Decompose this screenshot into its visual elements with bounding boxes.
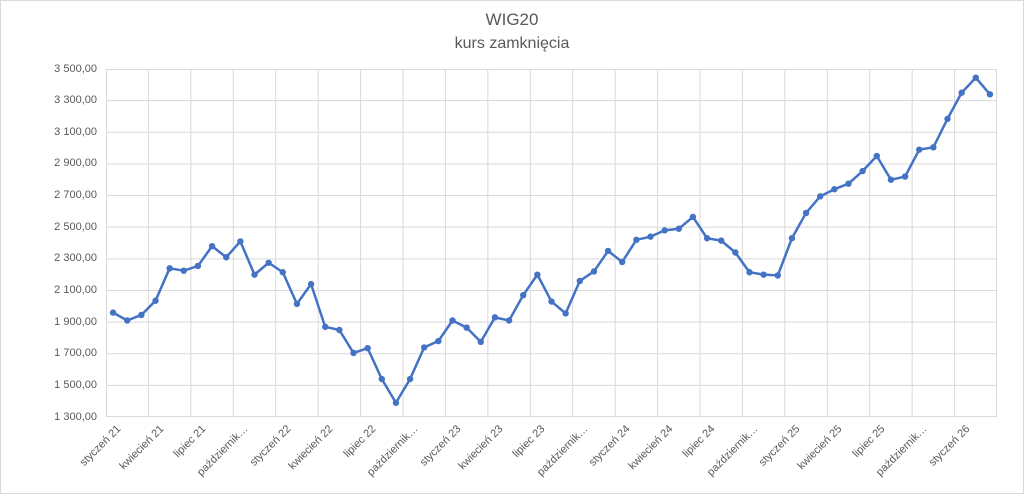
y-axis-tick-label: 1 900,00	[54, 315, 97, 328]
y-axis-tick-label: 2 500,00	[54, 220, 97, 233]
data-point-marker	[944, 115, 951, 123]
data-point-marker	[972, 74, 979, 81]
data-point-marker	[576, 277, 583, 285]
data-point-marker	[124, 317, 131, 324]
chart-title: WIG20	[485, 10, 539, 29]
data-point-marker	[307, 280, 315, 288]
data-point-marker	[322, 323, 329, 331]
data-point-marker	[463, 324, 470, 331]
data-point-marker	[449, 317, 456, 324]
data-point-marker	[647, 233, 654, 240]
data-point-marker	[817, 193, 824, 200]
data-point-marker	[180, 267, 187, 274]
data-point-marker	[590, 268, 598, 275]
data-point-marker	[901, 173, 909, 180]
data-point-marker	[619, 258, 626, 266]
data-point-marker	[350, 349, 357, 357]
y-axis-tick-label: 2 300,00	[54, 252, 97, 265]
data-point-marker	[661, 227, 668, 234]
data-point-marker	[831, 186, 838, 193]
data-point-marker	[760, 271, 767, 278]
data-point-marker	[788, 235, 796, 242]
data-point-marker	[689, 213, 697, 221]
data-point-marker	[392, 399, 400, 406]
data-point-marker	[336, 326, 343, 334]
data-point-marker	[520, 292, 527, 299]
data-point-marker	[421, 344, 428, 351]
data-point-marker	[548, 298, 555, 305]
plot-area	[106, 69, 997, 417]
x-axis-tick-label: kwiecień 21	[116, 423, 166, 473]
data-point-marker	[223, 254, 230, 261]
x-axis-tick-label: lipiec 21	[171, 423, 209, 461]
data-point-marker	[802, 209, 810, 217]
y-axis-tick-label: 3 300,00	[54, 94, 97, 107]
x-axis-tick-label: kwiecień 24	[625, 423, 676, 473]
y-axis-tick-label: 1 300,00	[54, 410, 97, 423]
x-axis-tick-label: lipiec 25	[850, 423, 888, 461]
data-point-marker	[378, 375, 385, 383]
data-point-marker	[138, 311, 145, 319]
data-point-marker	[279, 269, 286, 276]
data-point-marker	[859, 167, 866, 175]
data-point-marker	[604, 247, 612, 255]
data-point-marker	[562, 310, 569, 317]
data-point-marker	[703, 235, 711, 242]
data-point-marker	[633, 236, 640, 244]
data-point-marker	[774, 272, 781, 279]
data-point-marker	[251, 271, 258, 278]
data-point-marker	[873, 152, 880, 160]
data-point-marker	[845, 180, 852, 187]
plot-border	[106, 69, 997, 417]
data-point-marker	[109, 309, 117, 316]
data-point-marker	[746, 269, 753, 276]
x-axis-tick-label: styczeń 26	[926, 423, 973, 469]
data-point-marker	[237, 238, 244, 245]
y-axis-tick-label: 3 500,00	[54, 62, 97, 75]
data-point-marker	[916, 146, 923, 153]
data-point-marker	[887, 176, 895, 183]
data-point-marker	[364, 344, 371, 352]
data-point-marker	[435, 337, 442, 345]
data-point-marker	[194, 262, 202, 270]
y-axis-tick-label: 1 700,00	[54, 347, 97, 360]
data-point-marker	[293, 300, 301, 308]
data-point-marker	[930, 144, 937, 151]
y-axis-tick-label: 2 700,00	[54, 189, 97, 202]
data-point-marker	[534, 271, 541, 278]
data-point-marker	[491, 314, 499, 321]
data-point-marker	[477, 338, 484, 346]
chart-subtitle: kurs zamknięcia	[454, 35, 570, 52]
data-point-marker	[406, 375, 414, 383]
data-point-marker	[732, 249, 739, 256]
x-axis-tick-label: lipiec 22	[341, 423, 379, 461]
x-axis-tick-label: lipiec 23	[510, 423, 548, 461]
data-point-marker	[718, 237, 725, 244]
data-point-marker	[958, 89, 965, 96]
x-axis-tick-label: kwiecień 22	[286, 423, 336, 473]
y-axis-tick-label: 2 900,00	[54, 157, 97, 170]
data-point-marker	[986, 91, 994, 98]
x-axis-tick-label: kwiecień 23	[456, 423, 506, 473]
data-point-marker	[505, 317, 513, 324]
x-axis-tick-label: lipiec 24	[680, 423, 718, 461]
y-axis-tick-label: 1 500,00	[54, 378, 97, 391]
y-axis-tick-label: 2 100,00	[54, 283, 97, 296]
data-point-marker	[152, 297, 159, 304]
data-point-marker	[265, 259, 272, 266]
data-point-marker	[208, 242, 216, 250]
data-point-marker	[166, 265, 173, 272]
y-axis-tick-label: 3 100,00	[54, 125, 97, 138]
x-axis-tick-label: kwiecień 25	[795, 423, 845, 473]
data-point-marker	[675, 225, 682, 232]
